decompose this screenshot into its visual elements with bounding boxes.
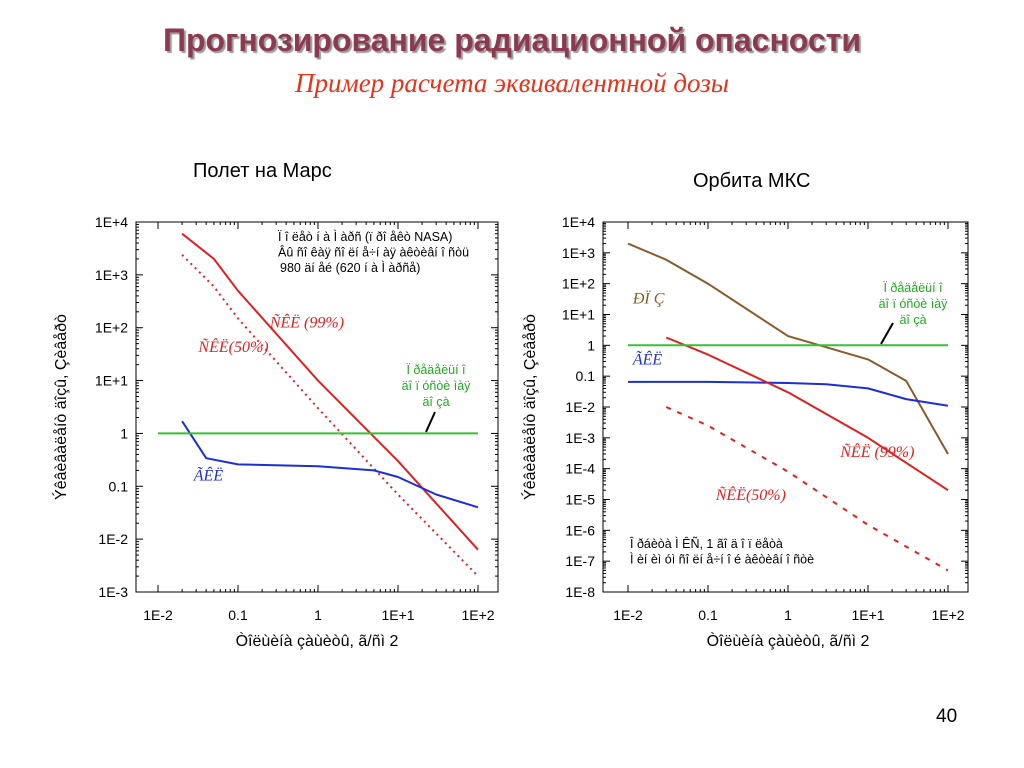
threshold-label: äî ï óñòè ìàÿ [879, 297, 949, 311]
x-tick-label: 1E+1 [381, 607, 414, 623]
series-label: ÐÏ Ç [632, 289, 665, 307]
series-label: ÑÊË(50%) [715, 485, 786, 504]
chart-title-mars: Полет на Марс [193, 160, 332, 182]
series-line [181, 232, 479, 551]
threshold-label: äî çà [899, 313, 926, 327]
x-tick-label: 1E-2 [143, 607, 173, 623]
y-axis-label: Ýêâèâàëåíò äîçû, Çèâåðò [520, 314, 539, 500]
plot-frame-mars [135, 221, 499, 593]
slide-title: Прогнозирование радиационной опасности [162, 22, 862, 58]
y-tick-label: 1E+1 [562, 307, 595, 323]
chart-title-iss: Орбита МКС [693, 170, 811, 192]
y-tick-label: 1E+4 [562, 214, 595, 230]
x-tick-label: 1E+2 [931, 607, 964, 623]
x-tick-label: 1E-2 [613, 607, 643, 623]
threshold-pointer [880, 322, 894, 345]
annotation-line: Âû ñî êàÿ ñî ëí å÷í àÿ àêòèâí î ñòü [278, 245, 469, 260]
y-tick-label: 1E-3 [565, 430, 595, 446]
annotation-line: Ì èí èì óì ñî ëí å÷í î é àêòèâí î ñòè [630, 552, 814, 567]
x-tick-label: 1 [314, 607, 322, 623]
annotation-line: 980 äí åé (620 í à Ì àðñå) [280, 260, 420, 275]
y-tick-label: 0.1 [109, 478, 129, 494]
x-tick-label: 0.1 [228, 607, 248, 623]
series-line [627, 242, 949, 455]
y-tick-label: 1E-7 [565, 553, 595, 569]
series-label: ÑÊË (99%) [269, 312, 344, 331]
y-tick-label: 1E-4 [565, 461, 595, 477]
y-tick-label: 1 [120, 425, 128, 441]
annotation-line: Ï î ëåò í à Ì àðñ (ï ðî åêò NASA) [278, 229, 452, 244]
y-tick-label: 1E-2 [98, 531, 128, 547]
y-tick-label: 1 [587, 337, 595, 353]
y-tick-label: 1E+2 [562, 276, 595, 292]
y-tick-label: 1E+1 [95, 373, 128, 389]
threshold-label: Ï ðåäåëüí î [883, 281, 943, 295]
y-tick-label: 1E+3 [562, 245, 595, 261]
series-label: ÑÊË (99%) [839, 442, 914, 461]
y-tick-label: 0.1 [576, 368, 596, 384]
annotation-line: Î ðáèòà Ì ÊÑ, 1 ãî ä î ï ëåòà [629, 536, 783, 551]
series-line [665, 336, 949, 492]
threshold-label: äî çà [422, 395, 449, 409]
y-axis-label: Ýêâèâàëåíò äîçû, Çèâåðò [51, 314, 70, 500]
series-line [665, 406, 949, 572]
threshold-pointer [425, 411, 436, 433]
y-tick-label: 1E+4 [95, 214, 128, 230]
series-line [628, 380, 949, 407]
y-tick-label: 1E-8 [565, 584, 595, 600]
y-tick-label: 1E+2 [95, 320, 128, 336]
slide-subtitle: Пример расчета эквивалентной дозы [294, 68, 730, 98]
x-axis-label: Òîëùèíà çàùèòû, ã/ñì 2 [707, 631, 870, 650]
y-tick-label: 1E-5 [565, 492, 595, 508]
x-axis-label: Òîëùèíà çàùèòû, ã/ñì 2 [236, 631, 399, 650]
series-label: ÑÊË(50%) [197, 337, 268, 356]
series-label: ÃÊË [193, 465, 224, 484]
threshold-label: äî ï óñòè ìàÿ [402, 379, 472, 393]
page-number: 40 [936, 706, 958, 727]
series-label: ÃÊË [632, 349, 663, 368]
y-tick-label: 1E+3 [95, 267, 128, 283]
series-line [181, 420, 479, 509]
y-tick-label: 1E-3 [98, 584, 128, 600]
x-tick-label: 1E+2 [461, 607, 494, 623]
x-tick-label: 0.1 [698, 607, 718, 623]
x-tick-label: 1E+1 [851, 607, 884, 623]
y-tick-label: 1E-2 [565, 399, 595, 415]
series-line [181, 254, 479, 577]
x-tick-label: 1 [784, 607, 792, 623]
threshold-label: Ï ðåäåëüí î [406, 363, 466, 377]
y-tick-label: 1E-6 [565, 522, 595, 538]
